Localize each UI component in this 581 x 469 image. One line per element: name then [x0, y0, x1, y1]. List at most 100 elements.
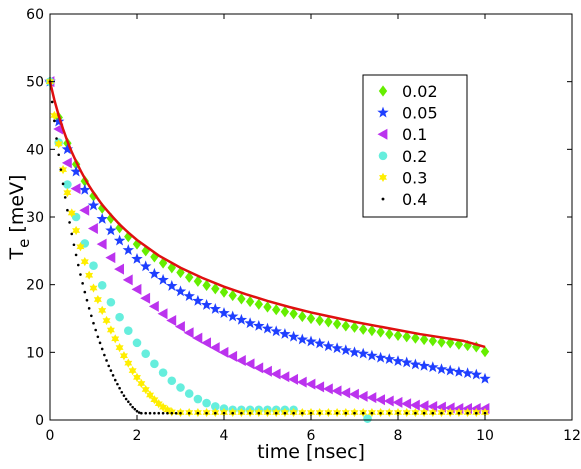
data-point: [72, 225, 81, 236]
data-point: [288, 373, 298, 385]
data-point: [205, 411, 208, 415]
data-point: [132, 338, 142, 348]
data-point: [61, 157, 72, 169]
y-axis-label-main: T: [6, 247, 28, 260]
data-point: [383, 353, 396, 364]
data-point: [57, 153, 60, 157]
legend-marker: [377, 106, 389, 118]
data-point: [322, 340, 335, 352]
y-tick-label: 20: [26, 278, 44, 294]
data-point: [440, 411, 443, 415]
data-point: [135, 409, 139, 413]
data-point: [175, 321, 185, 333]
data-point: [366, 392, 377, 404]
legend-label: 0.2: [402, 147, 427, 166]
data-point: [240, 411, 243, 415]
data-point: [50, 110, 59, 121]
data-point: [332, 318, 342, 330]
data-point: [183, 290, 195, 302]
legend-marker: [379, 172, 387, 182]
data-point: [170, 411, 174, 415]
y-axis-label-unit: [meV]: [6, 175, 28, 239]
data-point: [363, 414, 372, 423]
data-point: [163, 405, 172, 415]
data-point: [466, 411, 469, 415]
data-point: [218, 346, 229, 358]
data-point: [137, 378, 146, 389]
data-point: [228, 289, 237, 302]
data-point: [222, 411, 226, 415]
data-point: [89, 190, 98, 202]
data-point: [74, 253, 78, 257]
data-point: [166, 411, 169, 415]
data-point: [70, 165, 82, 177]
data-point: [280, 306, 290, 318]
data-point: [63, 196, 67, 199]
data-point: [85, 270, 94, 280]
data-point: [385, 328, 394, 340]
y-tick-label: 60: [26, 7, 44, 23]
data-point: [114, 263, 124, 275]
legend-item: 0.05: [377, 104, 438, 123]
data-point: [92, 321, 95, 325]
data-point: [105, 224, 117, 236]
data-point: [309, 411, 313, 415]
data-point: [359, 323, 368, 335]
data-point: [144, 411, 147, 415]
data-point: [340, 387, 351, 399]
data-point: [146, 390, 155, 400]
data-point: [400, 356, 413, 368]
data-point: [237, 293, 246, 305]
data-point: [235, 313, 248, 325]
data-point: [379, 411, 382, 415]
data-point: [133, 372, 141, 382]
y-tick-label: 30: [26, 210, 44, 226]
data-point: [305, 335, 317, 347]
data-point: [402, 331, 411, 343]
data-point: [157, 308, 168, 320]
data-point: [448, 411, 452, 415]
data-point: [287, 330, 300, 342]
data-point: [120, 390, 124, 394]
data-point: [350, 321, 359, 333]
data-point: [158, 257, 168, 269]
data-point: [88, 223, 98, 235]
data-point: [405, 411, 409, 415]
data-point: [122, 244, 135, 256]
data-point: [63, 188, 72, 198]
data-point: [167, 376, 177, 386]
data-point: [367, 325, 377, 337]
data-point: [296, 376, 307, 388]
series-0.4: [48, 80, 487, 415]
data-point: [202, 398, 211, 408]
legend-marker: [377, 128, 388, 140]
data-point: [331, 385, 342, 397]
data-point: [50, 100, 54, 104]
data-point: [298, 310, 307, 323]
data-point: [81, 282, 84, 285]
data-point: [335, 411, 339, 415]
data-point: [107, 364, 111, 368]
data-point: [109, 369, 113, 372]
data-point: [437, 336, 446, 348]
data-point: [148, 300, 159, 312]
data-point: [393, 329, 403, 342]
data-point: [306, 312, 316, 325]
data-point: [211, 402, 220, 411]
series-0.1: [44, 76, 490, 414]
fit-curve: [48, 81, 486, 349]
x-tick-label: 4: [220, 428, 229, 444]
legend-item: 0.4: [381, 190, 427, 209]
data-point: [105, 359, 108, 362]
data-point: [157, 273, 169, 285]
data-point: [113, 378, 117, 382]
data-point: [80, 257, 89, 267]
y-tick-label: 50: [26, 75, 44, 91]
data-point: [96, 213, 108, 224]
data-point: [245, 295, 255, 308]
axis-ticks: 0 2 4 6 8 10 12 0 10 20 30 40 50 60: [26, 7, 581, 444]
data-point: [314, 381, 325, 393]
data-point: [253, 362, 264, 374]
data-point: [96, 238, 107, 250]
